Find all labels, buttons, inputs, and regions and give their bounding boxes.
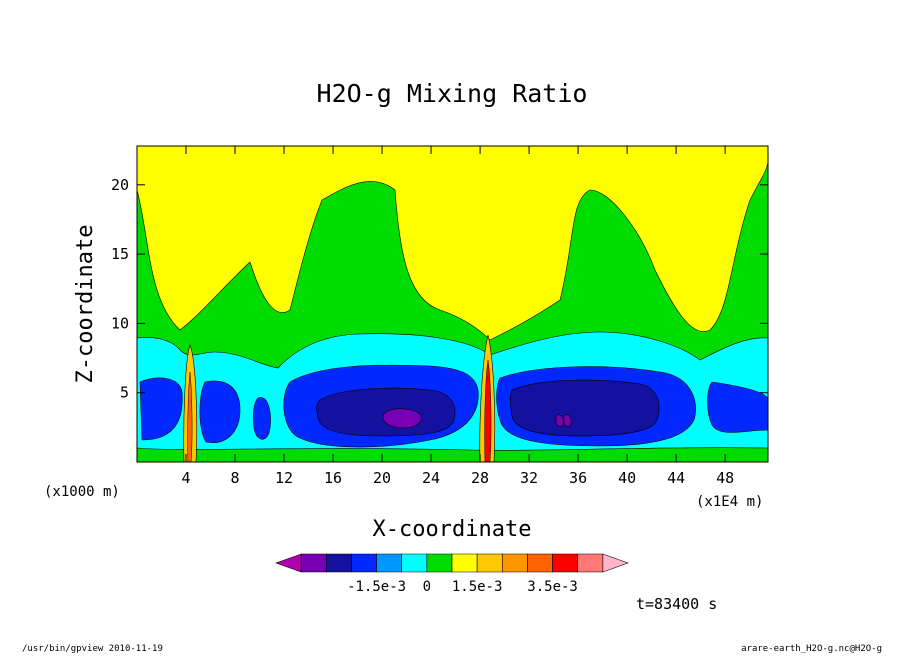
footer-right: arare-earth_H2O-g.nc@H2O-g — [741, 644, 882, 654]
x-tick-label: 40 — [618, 469, 636, 487]
y-axis-label: Z-coordinate — [73, 225, 98, 384]
colorbar-cell — [451, 553, 478, 573]
x-axis-ticks: 4 8 12 16 20 24 28 32 36 40 44 48 — [181, 146, 734, 487]
colorbar-cell — [426, 553, 453, 573]
x-tick-label: 32 — [520, 469, 538, 487]
colorbar-tick-label: -1.5e-3 — [347, 579, 406, 595]
chart-title: H2O-g Mixing Ratio — [317, 79, 588, 108]
x-tick-label: 12 — [275, 469, 293, 487]
blue-left-region — [139, 377, 183, 441]
plume-center-core — [484, 359, 492, 462]
colorbar-cell — [351, 553, 377, 573]
colorbar-tick-label: 0 — [423, 579, 431, 595]
colorbar-cell — [552, 553, 579, 573]
colorbar-cell — [501, 553, 528, 573]
x-tick-label: 20 — [373, 469, 391, 487]
y-tick-label: 15 — [111, 245, 129, 263]
y-tick-label: 20 — [111, 176, 129, 194]
colorbar-cell — [300, 553, 327, 573]
footer-left: /usr/bin/gpview 2010-11-19 — [22, 644, 163, 654]
plume-left-core — [187, 371, 193, 462]
colorbar-tick-label: 3.5e-3 — [527, 579, 578, 595]
blue-region-2 — [252, 397, 271, 440]
core-region-2 — [555, 414, 572, 427]
x-tick-label: 48 — [716, 469, 734, 487]
x-tick-label: 44 — [667, 469, 685, 487]
x-tick-label: 28 — [471, 469, 489, 487]
colorbar-cell — [401, 553, 428, 573]
colorbar-cell — [527, 553, 553, 573]
green-lower-band — [137, 447, 768, 462]
x-tick-label: 8 — [231, 469, 240, 487]
dark-blue-region-1 — [316, 387, 456, 437]
x-tick-label: 16 — [324, 469, 342, 487]
blue-right-region — [707, 381, 768, 433]
x-tick-label: 36 — [569, 469, 587, 487]
x-tick-label: 4 — [181, 469, 190, 487]
x-axis-label: X-coordinate — [373, 517, 532, 542]
plot-frame — [136, 145, 769, 463]
colorbar-cell — [602, 553, 629, 573]
colorbar-cell — [376, 553, 403, 573]
dark-blue-region-2 — [510, 379, 660, 437]
colorbar: -1.5e-3 0 1.5e-3 3.5e-3 — [275, 553, 629, 595]
core-region-1 — [382, 408, 422, 429]
y-tick-label: 10 — [111, 314, 129, 332]
x-tick-label: 24 — [422, 469, 440, 487]
blue-region-1 — [199, 380, 241, 443]
time-label: t=83400 s — [636, 595, 717, 613]
x-unit-right: (x1E4 m) — [696, 494, 763, 510]
colorbar-cell — [325, 553, 352, 573]
colorbar-cell — [476, 553, 503, 573]
y-tick-label: 5 — [120, 384, 129, 402]
x-unit-left: (x1000 m) — [44, 484, 120, 500]
colorbar-cell — [275, 553, 302, 573]
y-axis-ticks: 5 10 15 20 — [111, 176, 768, 402]
colorbar-cell — [577, 553, 604, 573]
colorbar-tick-label: 1.5e-3 — [452, 579, 503, 595]
plot-area — [137, 146, 768, 462]
